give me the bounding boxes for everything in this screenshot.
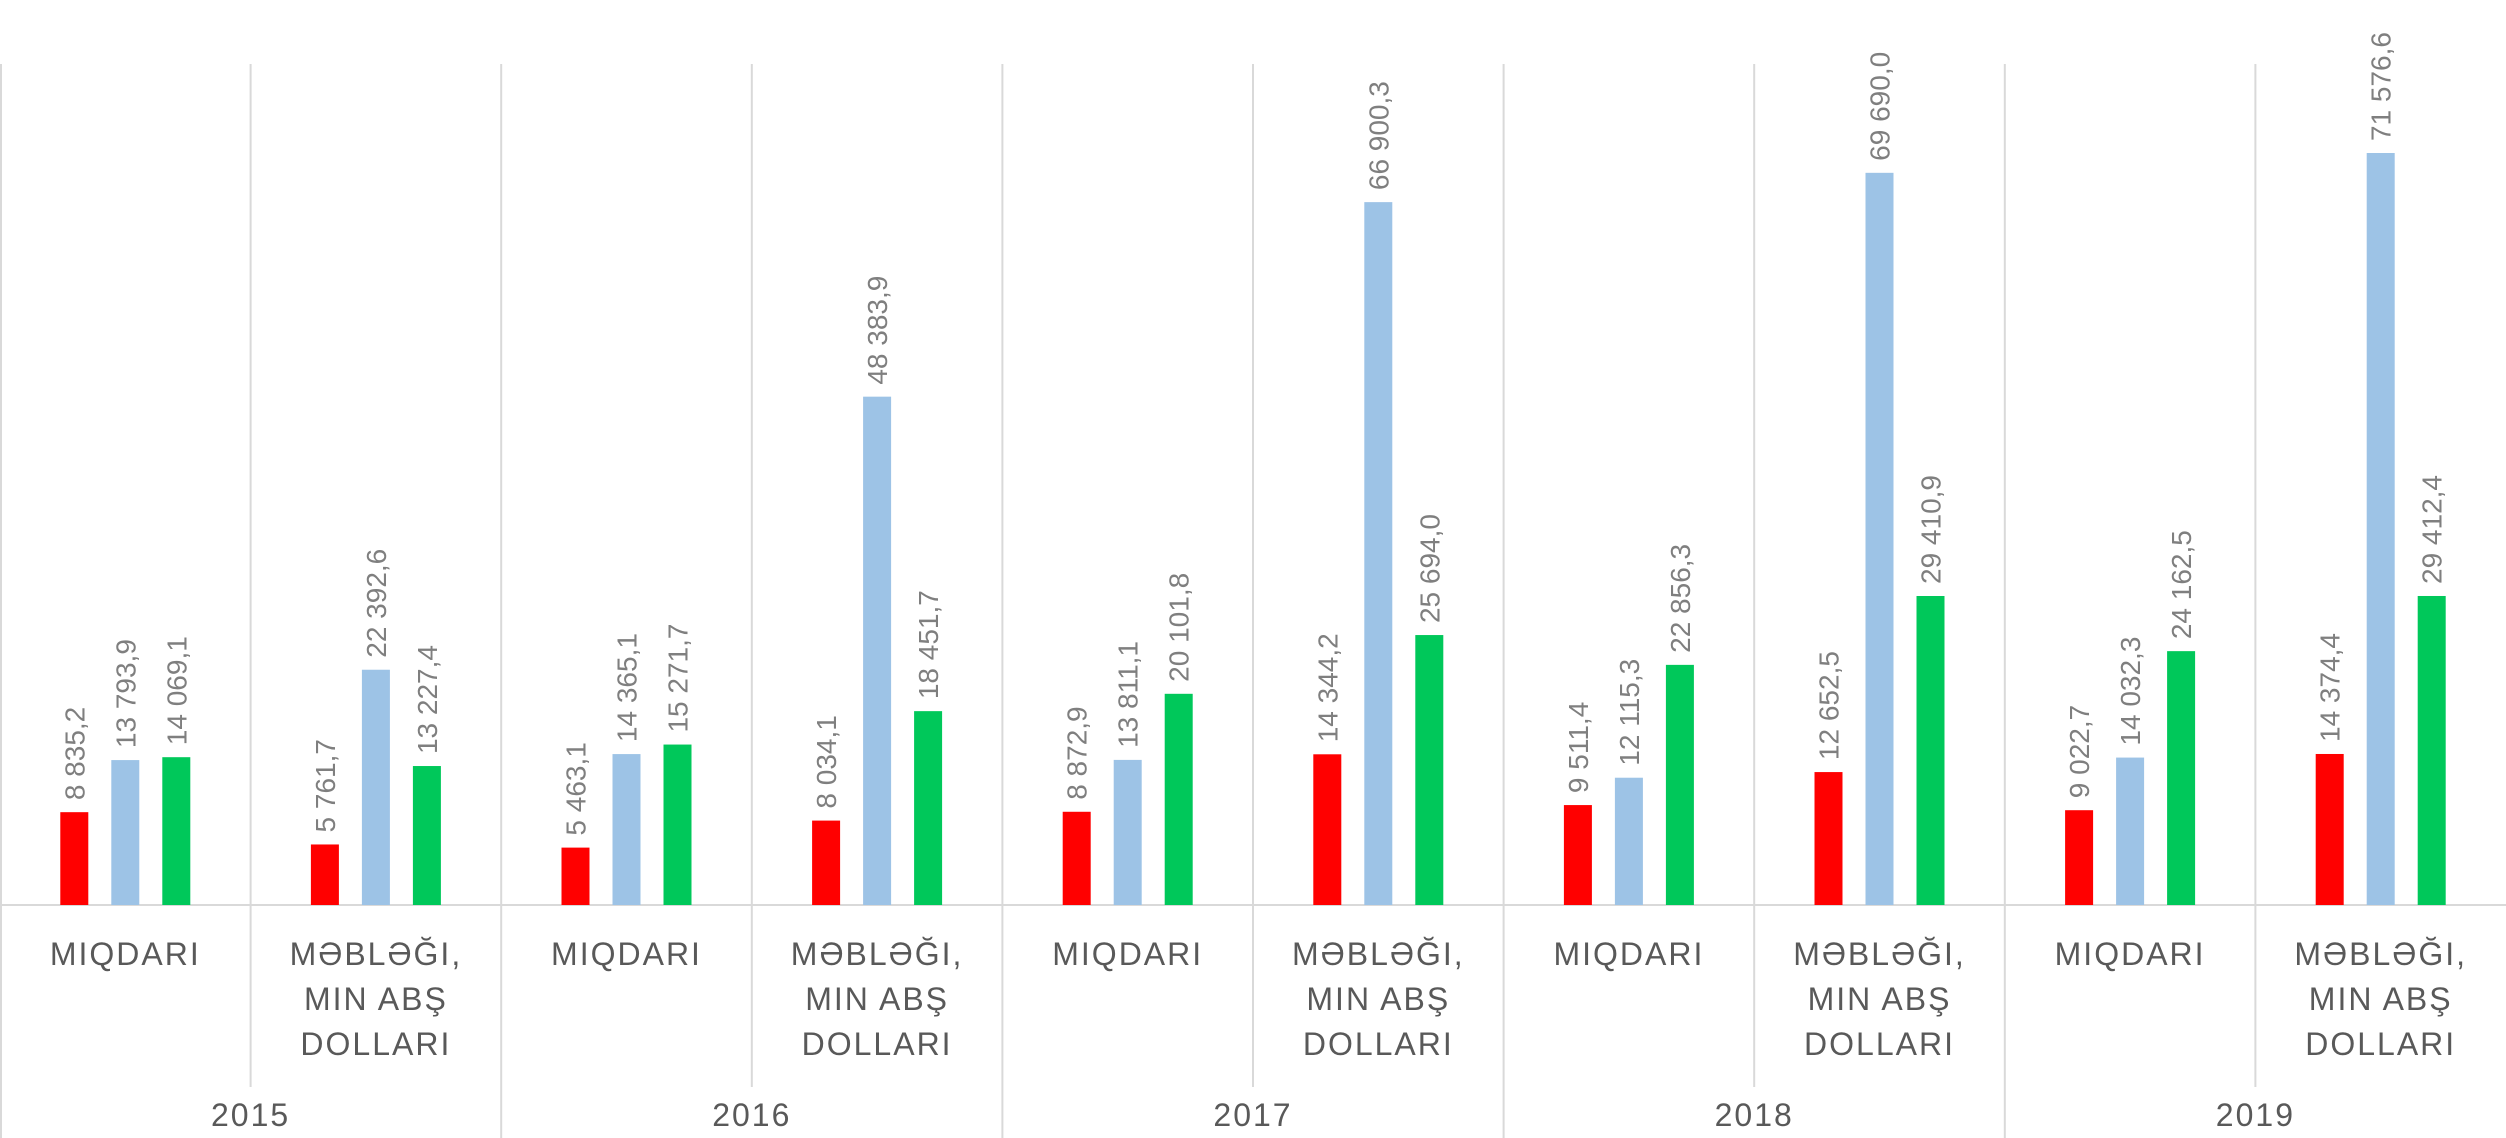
category-line: MIQDARI [1052,936,1203,972]
value-label: 8 835,2 [59,707,90,800]
category-label: MIQDARI [50,936,201,972]
category-line: MƏBLƏĞI, [791,936,964,972]
value-label: 8 034,1 [811,715,842,808]
value-label: 71 576,6 [2366,32,2397,141]
group-label: 2018 [1715,1097,1794,1133]
category-label: MƏBLƏĞI, MIN ABŞ DOLLARI [1793,936,1966,1062]
category-line: DOLLARI [1303,1026,1454,1062]
bar [561,847,590,905]
group-label: 2017 [1213,1097,1292,1133]
value-label: 66 900,3 [1363,81,1394,190]
category-line: MƏBLƏĞI, [290,936,463,972]
value-label: 14 365,1 [612,633,643,742]
bar [310,844,339,905]
bar [1614,777,1643,905]
value-label: 14 344,2 [1312,633,1343,742]
bar [1062,811,1091,905]
category-line: MƏBLƏĞI, [1292,936,1465,972]
bar [2315,753,2344,905]
group-label: 2015 [211,1097,290,1133]
category-label: MƏBLƏĞI, MIN ABŞ DOLLARI [2294,936,2467,1062]
bar [1916,596,1945,905]
bar [612,754,641,905]
bar [1814,772,1843,905]
bar [1313,754,1342,905]
category-label: MƏBLƏĞI, MIN ABŞ DOLLARI [1292,936,1465,1062]
value-label: 13 227,4 [412,645,443,754]
value-label: 69 690,0 [1865,52,1896,161]
value-label: 9 511,4 [1563,702,1594,793]
value-label: 14 069,1 [161,636,192,745]
value-label: 14 032,3 [2115,637,2146,746]
category-line: MIQDARI [1553,936,1704,972]
value-label: 29 412,4 [2417,475,2448,584]
value-label: 22 856,3 [1665,544,1696,653]
category-line: MIQDARI [551,936,702,972]
value-label: 13 811,1 [1113,641,1144,748]
category-label: MIQDARI [2055,936,2206,972]
value-label: 22 392,6 [361,549,392,658]
value-label: 15 271,7 [663,624,694,733]
bar [2116,757,2145,905]
category-line: MIQDARI [50,936,201,972]
bar [162,757,191,905]
category-line: MƏBLƏĞI, [2294,936,2467,972]
category-line: MIN ABŞ [805,981,949,1017]
category-line: MIN ABŞ [1808,981,1952,1017]
category-line: MƏBLƏĞI, [1793,936,1966,972]
bar [60,812,89,905]
value-label: 18 451,7 [913,590,944,699]
bar [412,766,441,905]
value-label: 5 463,1 [561,742,592,835]
value-label: 29 410,9 [1916,475,1947,584]
value-label: 12 652,5 [1814,651,1845,760]
bar [863,396,892,905]
bar [1415,635,1444,905]
category-line: DOLLARI [2305,1026,2456,1062]
bar [812,820,841,905]
category-line: MIQDARI [2055,936,2206,972]
category-line: MIN ABŞ [2309,981,2453,1017]
bar [2065,810,2094,905]
category-line: DOLLARI [1804,1026,1955,1062]
value-label: 25 694,0 [1414,514,1445,623]
value-label: 13 793,9 [110,639,141,748]
bar [361,669,390,905]
bar [1665,664,1694,905]
category-line: MIN ABŞ [304,981,448,1017]
bar [111,760,140,905]
value-label: 20 101,8 [1164,573,1195,682]
category-label: MƏBLƏĞI, MIN ABŞ DOLLARI [290,936,463,1062]
bar [1865,172,1894,905]
group-label: 2019 [2216,1097,2295,1133]
value-label: 14 374,4 [2315,633,2346,742]
bar [1113,759,1142,905]
bar [1563,805,1592,905]
group-label: 2016 [712,1097,791,1133]
category-label: MIQDARI [1553,936,1704,972]
bar [914,711,943,905]
value-label: 9 022,7 [2064,705,2095,798]
bar [2417,595,2446,905]
category-line: DOLLARI [300,1026,451,1062]
bar [663,744,692,905]
bar [1164,693,1193,905]
category-line: MIN ABŞ [1306,981,1450,1017]
category-label: MƏBLƏĞI, MIN ABŞ DOLLARI [791,936,964,1062]
bar [1364,202,1393,906]
value-label: 24 162,5 [2166,530,2197,639]
value-label: 8 872,9 [1062,706,1093,799]
category-label: MIQDARI [551,936,702,972]
bar [2366,153,2395,905]
value-label: 12 115,3 [1614,659,1645,766]
category-line: DOLLARI [802,1026,953,1062]
category-label: MIQDARI [1052,936,1203,972]
value-label: 48 383,9 [862,276,893,385]
value-label: 5 761,7 [310,739,341,832]
bar [2167,651,2196,905]
